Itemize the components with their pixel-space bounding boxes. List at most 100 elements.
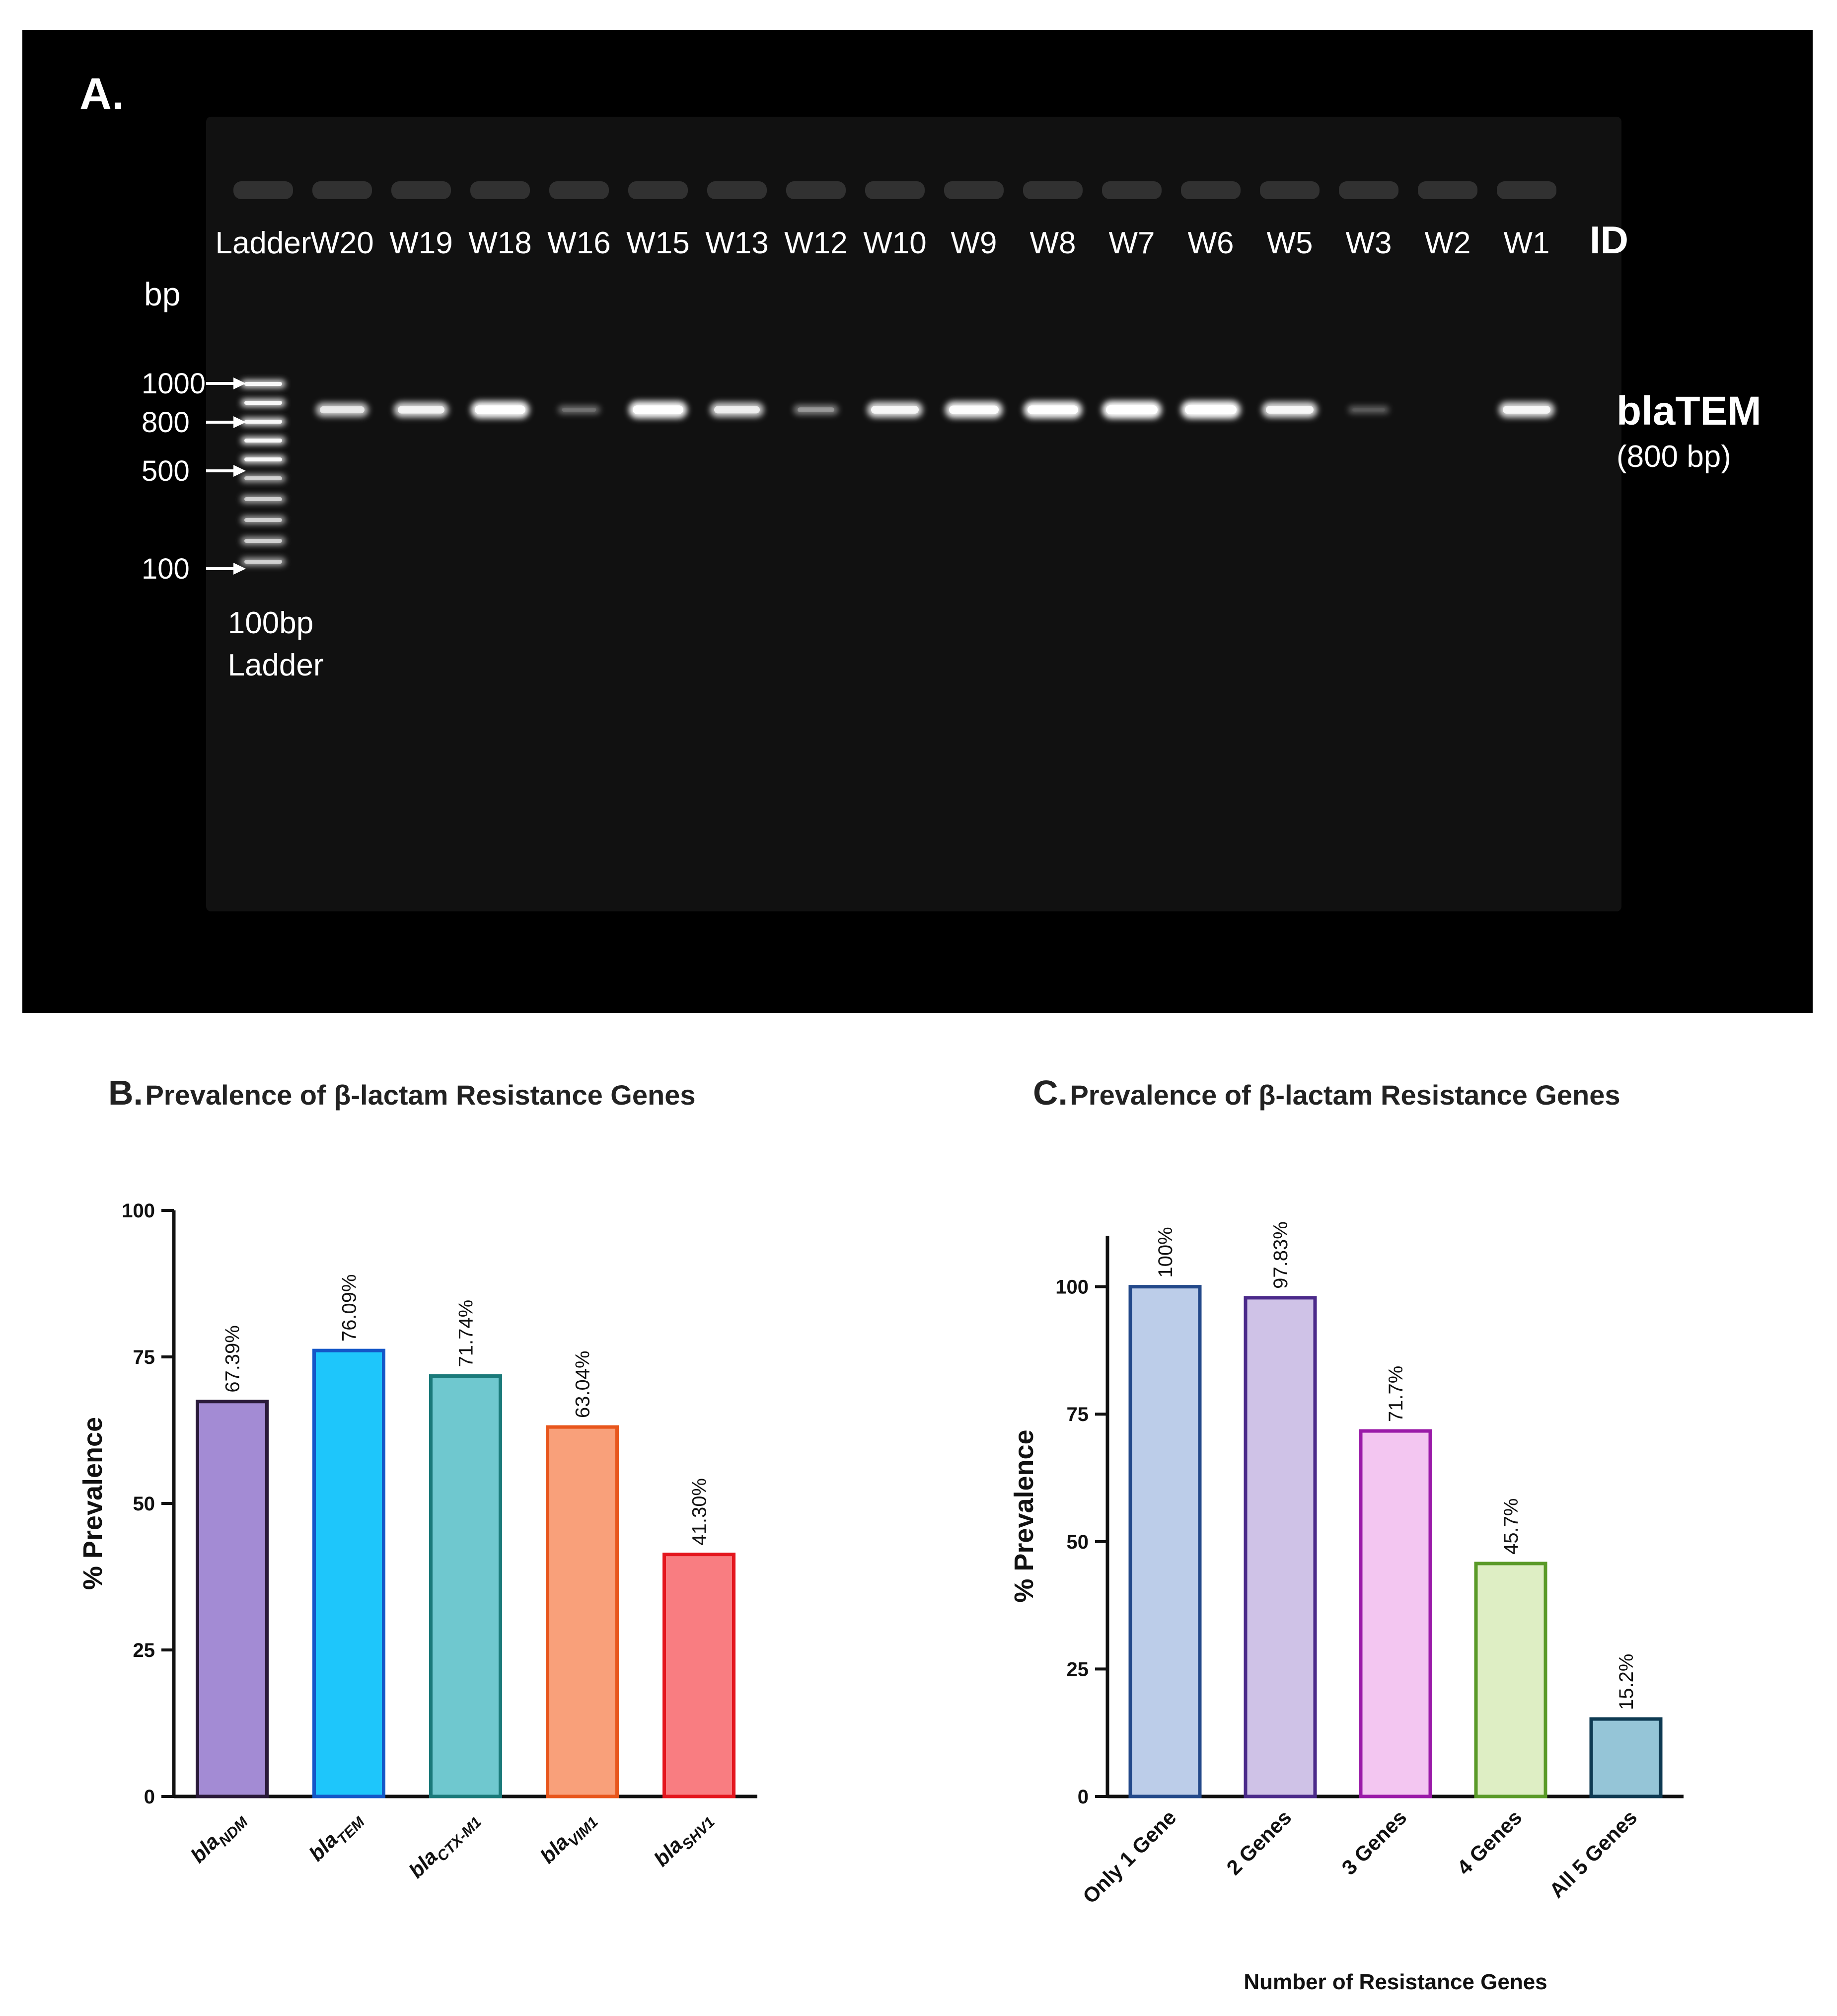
chart-b-bar bbox=[196, 1400, 269, 1798]
chart-b-y-tick-label: 0 bbox=[144, 1786, 155, 1808]
chart-c-data-label: 100% bbox=[1155, 1227, 1176, 1277]
gel-well-w9 bbox=[944, 181, 1004, 199]
gel-band-core-w18 bbox=[475, 405, 525, 414]
ladder-caption-line2: Ladder bbox=[227, 648, 323, 682]
chart-b-data-label: 63.04% bbox=[572, 1350, 594, 1418]
panel-c-title: C. Prevalence of β-lactam Resistance Gen… bbox=[1033, 1073, 1620, 1113]
marker-arrowhead-100 bbox=[233, 563, 246, 575]
lane-label-w6: W6 bbox=[1188, 226, 1234, 260]
gel-slab bbox=[206, 117, 1621, 911]
gene-size-label: (800 bp) bbox=[1617, 440, 1731, 474]
chart-b-category-label: blaTEM bbox=[304, 1805, 368, 1869]
gel-band-w16 bbox=[558, 405, 600, 414]
panel-c-title-text: Prevalence of β-lactam Resistance Genes bbox=[1070, 1079, 1620, 1111]
marker-arrowhead-1000 bbox=[233, 377, 246, 389]
chart-c-bar bbox=[1128, 1285, 1202, 1798]
ladder-caption-line1: 100bp bbox=[228, 606, 313, 640]
lane-label-w19: W19 bbox=[389, 226, 452, 260]
chart-b-y-tick-label: 100 bbox=[122, 1200, 155, 1222]
lane-label-w12: W12 bbox=[784, 226, 847, 260]
ladder-band-core bbox=[244, 420, 282, 424]
lane-label-w8: W8 bbox=[1030, 226, 1076, 260]
gel-well-w2 bbox=[1418, 181, 1477, 199]
lane-label-w16: W16 bbox=[547, 226, 610, 260]
chart-b-y-axis-label: % Prevalence bbox=[78, 1417, 108, 1590]
chart-b-category-subscript: SHV1 bbox=[679, 1814, 718, 1853]
chart-c-category-label: 2 Genes bbox=[1222, 1805, 1296, 1879]
gel-band-core-w13 bbox=[714, 406, 760, 414]
ladder-band-core bbox=[244, 560, 282, 564]
gel-band-core-w3 bbox=[1352, 408, 1385, 412]
gel-well-ladder bbox=[233, 181, 293, 199]
gel-well-w12 bbox=[786, 181, 846, 199]
chart-c-x-axis-label: Number of Resistance Genes bbox=[1244, 1970, 1547, 1994]
chart-c-bar bbox=[1359, 1429, 1432, 1798]
chart-c-y-tick-label: 25 bbox=[1067, 1658, 1089, 1680]
chart-c-data-label: 97.83% bbox=[1270, 1221, 1292, 1289]
chart-b: 0 25 50 75 100 % Prevalence 67.39% blaNDM 76.09%… bbox=[78, 1200, 757, 1886]
gel-band-core-w1 bbox=[1503, 406, 1550, 414]
lane-label-w10: W10 bbox=[863, 226, 926, 260]
gel-band-w3 bbox=[1348, 406, 1389, 414]
chart-b-category-label: blaSHV1 bbox=[649, 1805, 718, 1874]
ladder-band-core bbox=[244, 518, 282, 522]
gel-band-core-w5 bbox=[1266, 406, 1314, 414]
ladder-band-core bbox=[244, 401, 282, 405]
panel-c-letter: C. bbox=[1033, 1073, 1068, 1112]
gel-band-core-w19 bbox=[398, 406, 444, 414]
gel-well-w5 bbox=[1260, 181, 1320, 199]
chart-c-y-axis-label: % Prevalence bbox=[1009, 1429, 1039, 1602]
chart-b-bar bbox=[546, 1425, 619, 1798]
ladder-band-core bbox=[244, 439, 282, 443]
chart-b-bar bbox=[662, 1553, 735, 1798]
gel-band-core-w9 bbox=[949, 405, 999, 414]
lane-label-w1: W1 bbox=[1504, 226, 1550, 260]
chart-b-category-subscript: CTX-M1 bbox=[434, 1814, 485, 1865]
chart-c-bar bbox=[1589, 1717, 1663, 1798]
chart-b-category-label: blaCTX-M1 bbox=[404, 1805, 485, 1886]
gel-well-w13 bbox=[707, 181, 767, 199]
chart-c: 0 25 50 75 100 % Prevalence Number of Resistan… bbox=[1009, 1221, 1684, 1994]
chart-c-category-label: All 5 Genes bbox=[1544, 1805, 1641, 1902]
chart-c-y-tick-label: 0 bbox=[1078, 1786, 1089, 1808]
lane-label-w3: W3 bbox=[1346, 226, 1392, 260]
marker-label-500: 500 bbox=[142, 455, 190, 487]
gel-band-core-w6 bbox=[1185, 405, 1237, 414]
chart-b-data-label: 67.39% bbox=[222, 1325, 244, 1393]
gel-band-core-w8 bbox=[1028, 405, 1078, 414]
gel-well-w3 bbox=[1339, 181, 1398, 199]
chart-c-category-label: 3 Genes bbox=[1337, 1805, 1411, 1879]
marker-arrowhead-800 bbox=[233, 416, 246, 428]
id-label: ID bbox=[1590, 218, 1628, 262]
gel-band-core-w10 bbox=[871, 406, 919, 414]
bp-label: bp bbox=[144, 276, 180, 312]
chart-c-category-label: 4 Genes bbox=[1453, 1805, 1527, 1879]
lane-label-w13: W13 bbox=[705, 226, 768, 260]
lane-label-w18: W18 bbox=[468, 226, 531, 260]
panel-b-title-text: Prevalence of β-lactam Resistance Genes bbox=[145, 1079, 696, 1111]
chart-b-data-label: 41.30% bbox=[689, 1478, 711, 1546]
chart-c-y-tick-label: 75 bbox=[1067, 1404, 1089, 1425]
ladder-band-core bbox=[244, 497, 282, 501]
lane-label-w7: W7 bbox=[1109, 226, 1155, 260]
panel-b-letter: B. bbox=[108, 1073, 143, 1112]
gel-well-w1 bbox=[1497, 181, 1556, 199]
chart-c-y-tick-label: 50 bbox=[1067, 1531, 1089, 1553]
gel-well-w15 bbox=[628, 181, 688, 199]
chart-c-data-label: 45.7% bbox=[1500, 1498, 1522, 1555]
gel-band-core-w7 bbox=[1106, 405, 1158, 414]
chart-c-category-label: Only 1 Gene bbox=[1078, 1805, 1181, 1908]
chart-b-y-tick-label: 25 bbox=[133, 1640, 155, 1661]
ladder-band-core bbox=[244, 382, 282, 386]
gel-well-w10 bbox=[865, 181, 925, 199]
gel-well-w6 bbox=[1181, 181, 1241, 199]
ladder-band-core bbox=[244, 539, 282, 543]
chart-b-y-tick-label: 50 bbox=[133, 1493, 155, 1515]
gel-well-w19 bbox=[391, 181, 451, 199]
marker-arrowhead-500 bbox=[233, 465, 246, 477]
chart-c-bar bbox=[1474, 1562, 1547, 1798]
gel-band-core-w15 bbox=[633, 405, 683, 414]
marker-label-1000: 1000 bbox=[142, 368, 206, 400]
lane-label-w15: W15 bbox=[626, 226, 689, 260]
